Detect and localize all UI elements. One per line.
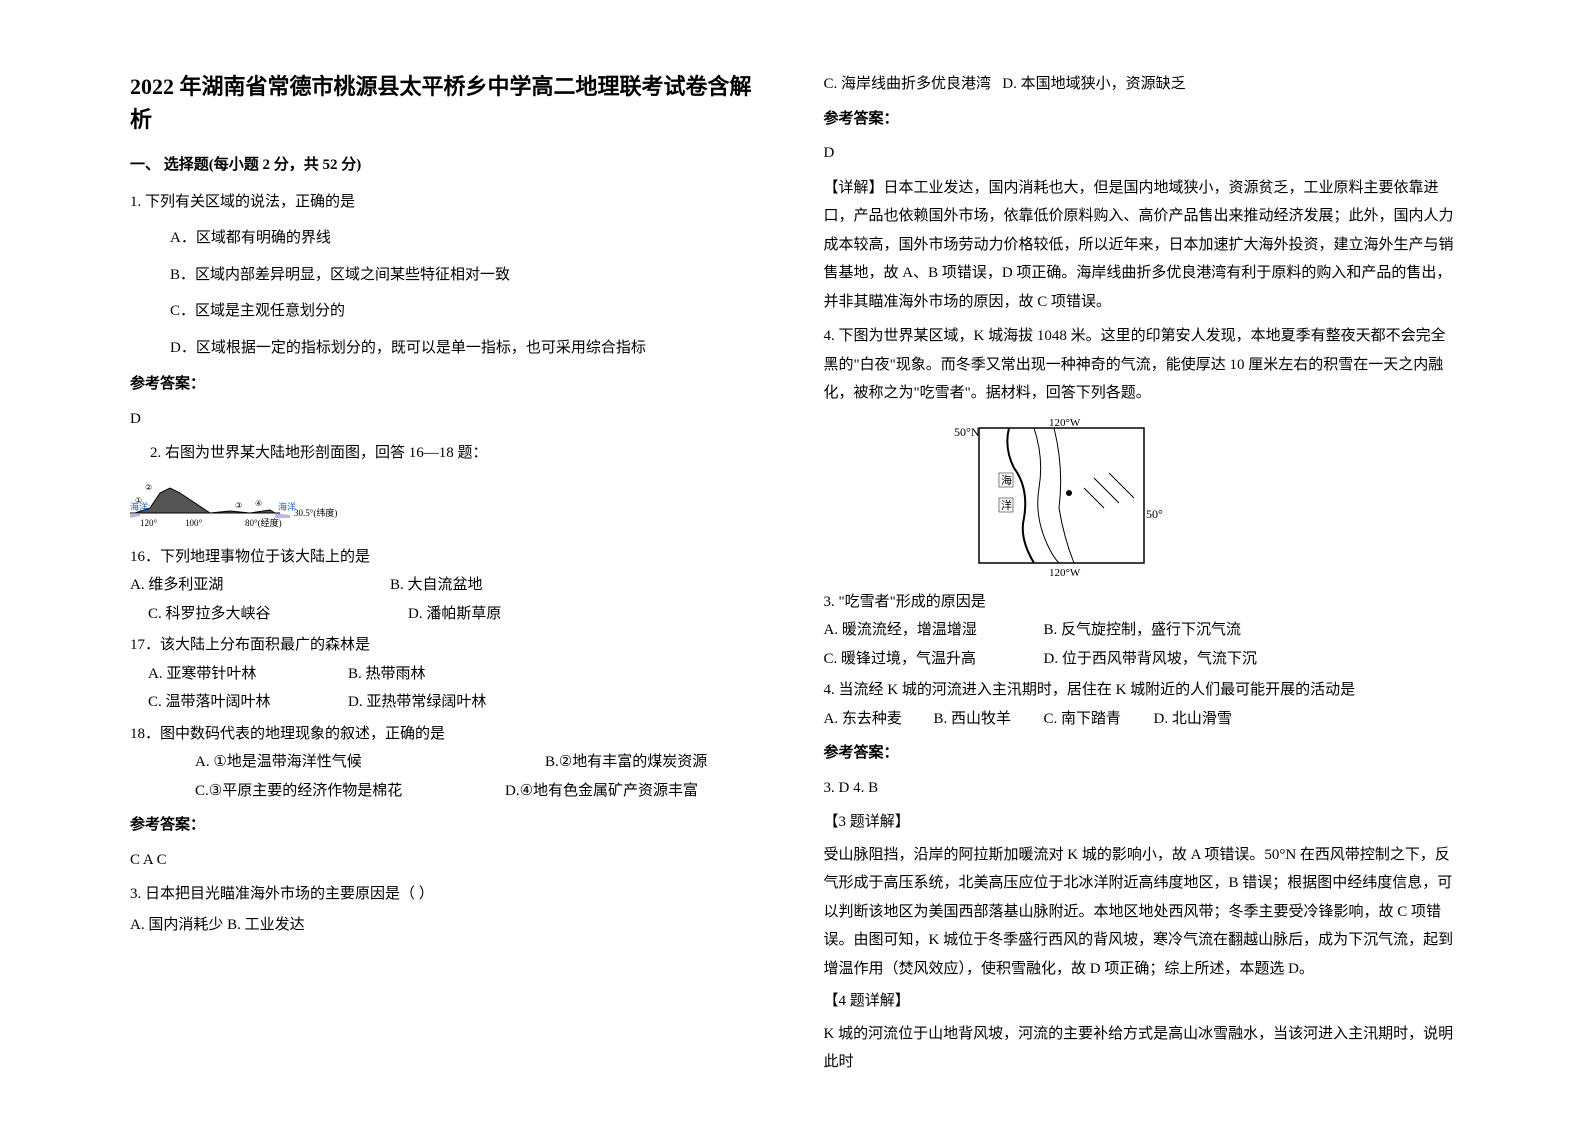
q16-option-a: A. 维多利亚湖 [130, 571, 390, 600]
svg-text:30.5°(纬度): 30.5°(纬度) [294, 507, 337, 518]
q2-answer-label: 参考答案： [130, 811, 764, 840]
q4-answer: 3. D 4. B [824, 774, 1458, 803]
sub-q3-row2: C. 暖锋过境，气温升高 D. 位于西风带背风坡，气流下沉 [824, 645, 1458, 674]
exp3-title: 【3 题详解】 [824, 808, 1458, 837]
question-4-stem: 4. 下图为世界某区域，K 城海拔 1048 米。这里的印第安人发现，本地夏季有… [824, 322, 1458, 408]
q16-options-row1: A. 维多利亚湖 B. 大自流盆地 [130, 571, 764, 600]
exp4-text: K 城的河流位于山地背风坡，河流的主要补给方式是高山冰雪融水，当该河进入主汛期时… [824, 1020, 1458, 1077]
q17-option-b: B. 热带雨林 [348, 660, 426, 689]
svg-text:120°: 120° [140, 518, 158, 528]
svg-text:海洋: 海洋 [130, 501, 148, 512]
q18-options-row1: A. ①地是温带海洋性气候 B.②地有丰富的煤炭资源 [195, 748, 764, 777]
sub-q3-option-a: A. 暖流流经，增温增湿 [824, 616, 1044, 645]
q3-option-a: A. 国内消耗少 [130, 917, 223, 933]
q17-option-c: C. 温带落叶阔叶林 [148, 688, 348, 717]
q16: 16．下列地理事物位于该大陆上的是 [130, 543, 764, 572]
svg-text:④: ④ [255, 499, 262, 508]
svg-text:80°(经度): 80°(经度) [245, 517, 282, 528]
question-1-stem: 1. 下列有关区域的说法，正确的是 [130, 188, 764, 217]
sub-q3-option-c: C. 暖锋过境，气温升高 [824, 645, 1044, 674]
q17-options-row2: C. 温带落叶阔叶林 D. 亚热带常绿阔叶林 [148, 688, 764, 717]
q18-option-b: B.②地有丰富的煤炭资源 [545, 748, 707, 777]
sub-q4-option-c: C. 南下踏青 [1044, 705, 1154, 734]
q1-option-a: A．区域都有明确的界线 [170, 224, 764, 253]
q17-options-row1: A. 亚寒带针叶林 B. 热带雨林 [148, 660, 764, 689]
svg-text:120°W: 120°W [1049, 567, 1081, 578]
sub-q3: 3. "吃雪者"形成的原因是 [824, 588, 1458, 617]
exam-title: 2022 年湖南省常德市桃源县太平桥乡中学高二地理联考试卷含解析 [130, 70, 764, 136]
question-2-stem: 2. 右图为世界某大陆地形剖面图，回答 16—18 题： [150, 439, 764, 468]
q3-options-cd: C. 海岸线曲折多优良港湾 D. 本国地域狭小，资源缺乏 [824, 70, 1458, 99]
q18-option-d: D.④地有色金属矿产资源丰富 [505, 777, 698, 806]
q3-option-c: C. 海岸线曲折多优良港湾 [824, 76, 992, 92]
q2-answer: C A C [130, 846, 764, 875]
q1-answer: D [130, 405, 764, 434]
q16-option-c: C. 科罗拉多大峡谷 [148, 600, 408, 629]
exp3-text: 受山脉阻挡，沿岸的阿拉斯加暖流对 K 城的影响小，故 A 项错误。50°N 在西… [824, 841, 1458, 984]
sub-q3-row1: A. 暖流流经，增温增湿 B. 反气旋控制，盛行下沉气流 [824, 616, 1458, 645]
sub-q4-row: A. 东去种麦 B. 西山牧羊 C. 南下踏青 D. 北山滑雪 [824, 705, 1458, 734]
q16-options-row2: C. 科罗拉多大峡谷 D. 潘帕斯草原 [130, 600, 764, 629]
svg-text:海: 海 [1001, 473, 1012, 487]
q18-options-row2: C.③平原主要的经济作物是棉花 D.④地有色金属矿产资源丰富 [195, 777, 764, 806]
q3-option-d: D. 本国地域狭小，资源缺乏 [1002, 76, 1185, 92]
q3-answer-label: 参考答案： [824, 105, 1458, 134]
q17-option-d: D. 亚热带常绿阔叶林 [348, 688, 486, 717]
svg-text:100°: 100° [185, 518, 203, 528]
q3-answer: D [824, 139, 1458, 168]
q1-answer-label: 参考答案： [130, 370, 764, 399]
svg-text:③: ③ [235, 501, 242, 510]
right-column: C. 海岸线曲折多优良港湾 D. 本国地域狭小，资源缺乏 参考答案： D 【详解… [794, 70, 1488, 1082]
q18-option-a: A. ①地是温带海洋性气候 [195, 748, 545, 777]
exp4-title: 【4 题详解】 [824, 987, 1458, 1016]
sub-q4: 4. 当流经 K 城的河流进入主汛期时，居住在 K 城附近的人们最可能开展的活动… [824, 676, 1458, 705]
q16-option-b: B. 大自流盆地 [390, 571, 483, 600]
q18-option-c: C.③平原主要的经济作物是棉花 [195, 777, 505, 806]
svg-text:120°W: 120°W [1049, 418, 1081, 429]
question-3-stem: 3. 日本把目光瞄准海外市场的主要原因是（ ） [130, 880, 764, 909]
q1-option-d: D．区域根据一定的指标划分的，既可以是单一指标，也可采用综合指标 [170, 334, 764, 363]
left-column: 2022 年湖南省常德市桃源县太平桥乡中学高二地理联考试卷含解析 一、 选择题(… [100, 70, 794, 1082]
sub-q4-option-b: B. 西山牧羊 [934, 705, 1044, 734]
q17: 17．该大陆上分布面积最广的森林是 [130, 631, 764, 660]
q18: 18．图中数码代表的地理现象的叙述，正确的是 [130, 720, 764, 749]
svg-text:②: ② [145, 483, 152, 492]
svg-text:50°N: 50°N [954, 425, 980, 439]
sub-q3-option-b: B. 反气旋控制，盛行下沉气流 [1044, 616, 1242, 645]
sub-q4-option-a: A. 东去种麦 [824, 705, 934, 734]
q3-option-b: B. 工业发达 [227, 917, 305, 933]
q3-options-ab: A. 国内消耗少 B. 工业发达 [130, 911, 764, 940]
q17-option-a: A. 亚寒带针叶林 [148, 660, 348, 689]
svg-text:洋: 洋 [1001, 498, 1012, 512]
sub-q4-option-d: D. 北山滑雪 [1154, 705, 1232, 734]
section-heading: 一、 选择题(每小题 2 分，共 52 分) [130, 151, 764, 180]
profile-diagram: ② ① ③ ④ 海洋 海洋 30.5°(纬度) 120° 100° 80°(经度… [130, 478, 340, 533]
q1-option-b: B．区域内部差异明显，区域之间某些特征相对一致 [170, 261, 764, 290]
svg-text:50°: 50° [1146, 507, 1163, 521]
sub-q3-option-d: D. 位于西风带背风坡，气流下沉 [1044, 645, 1257, 674]
q16-option-d: D. 潘帕斯草原 [408, 600, 501, 629]
q1-option-c: C．区域是主观任意划分的 [170, 297, 764, 326]
q3-explanation: 【详解】日本工业发达，国内消耗也大，但是国内地域狭小，资源贫乏，工业原料主要依靠… [824, 174, 1458, 317]
map-diagram: 海 洋 50°N 50° 120°W 120°W [954, 418, 1164, 578]
q4-answer-label: 参考答案： [824, 739, 1458, 768]
